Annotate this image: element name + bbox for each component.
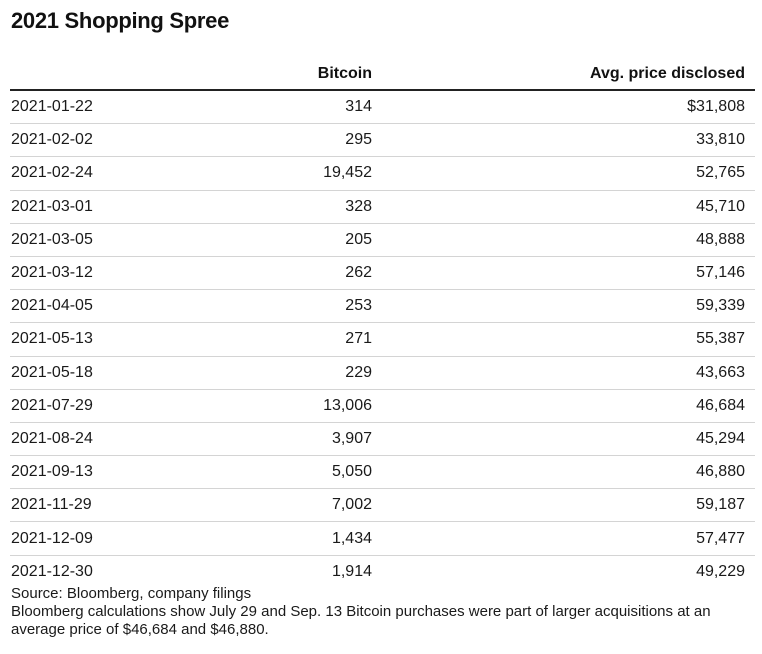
- table-row: 2021-03-12 262 57,146: [10, 256, 755, 291]
- table-row: 2021-12-30 1,914 49,229: [10, 555, 755, 588]
- date-cell: 2021-03-12: [10, 256, 171, 291]
- bitcoin-cell: 328: [171, 190, 372, 224]
- price-cell: 46,880: [372, 455, 755, 490]
- price-cell: 48,888: [372, 223, 755, 257]
- bitcoin-cell: 19,452: [171, 156, 372, 191]
- footer: Source: Bloomberg, company filings Bloom…: [11, 585, 751, 639]
- date-cell: 2021-02-24: [10, 156, 171, 191]
- price-cell: 43,663: [372, 356, 755, 390]
- table-row: 2021-12-09 1,434 57,477: [10, 521, 755, 556]
- table-row: 2021-05-18 229 43,663: [10, 356, 755, 390]
- table-row: 2021-02-02 295 33,810: [10, 123, 755, 158]
- date-cell: 2021-05-13: [10, 322, 171, 357]
- date-cell: 2021-12-30: [11, 562, 93, 580]
- purchases-table: Bitcoin Avg. price disclosed 2021-01-22 3…: [10, 59, 755, 588]
- table-row: 2021-05-13 271 55,387: [10, 322, 755, 357]
- calculation-note: Bloomberg calculations show July 29 and …: [11, 603, 711, 638]
- bitcoin-cell: 1,434: [171, 521, 372, 556]
- bitcoin-cell: 205: [171, 223, 372, 257]
- price-cell: 49,229: [696, 562, 745, 580]
- price-cell: 46,684: [372, 389, 755, 423]
- price-cell: $31,808: [372, 90, 755, 125]
- bitcoin-cell: 1,914: [331, 562, 372, 580]
- bitcoin-cell: 253: [171, 289, 372, 324]
- bitcoin-cell: 229: [171, 356, 372, 390]
- price-cell: 52,765: [372, 156, 755, 191]
- date-cell: 2021-11-29: [10, 488, 171, 523]
- table-row: 2021-08-24 3,907 45,294: [10, 422, 755, 457]
- date-cell: 2021-08-24: [10, 422, 171, 457]
- bitcoin-cell: 271: [171, 322, 372, 357]
- bitcoin-cell: 13,006: [171, 389, 372, 423]
- date-cell: 2021-12-09: [10, 521, 171, 556]
- table-row: 2021-01-22 314 $31,808: [10, 90, 755, 125]
- table-row: 2021-09-13 5,050 46,880: [10, 455, 755, 490]
- price-cell: 45,294: [372, 422, 755, 457]
- price-cell: 59,187: [372, 488, 755, 523]
- table-header-row: Bitcoin Avg. price disclosed: [10, 59, 755, 91]
- bitcoin-cell: 7,002: [171, 488, 372, 523]
- table-body: 2021-01-22 314 $31,808 2021-02-02 295 33,810 2…: [10, 90, 755, 588]
- source-note: Source: Bloomberg, company filings: [11, 585, 252, 602]
- price-cell: 57,146: [372, 256, 755, 291]
- price-column-header: Avg. price disclosed: [372, 59, 755, 91]
- chart-title: 2021 Shopping Spree: [11, 8, 230, 33]
- date-cell: 2021-07-29: [10, 389, 171, 423]
- bitcoin-cell: 262: [171, 256, 372, 291]
- price-cell: 57,477: [372, 521, 755, 556]
- bitcoin-cell: 5,050: [171, 455, 372, 490]
- bitcoin-cell: 314: [171, 90, 372, 125]
- bitcoin-cell: 3,907: [171, 422, 372, 457]
- date-column-header: [10, 59, 171, 91]
- date-cell: 2021-03-01: [10, 190, 171, 224]
- table-row: 2021-02-24 19,452 52,765: [10, 156, 755, 191]
- table-row: 2021-07-29 13,006 46,684: [10, 389, 755, 423]
- price-cell: 55,387: [372, 322, 755, 357]
- table-row: 2021-03-05 205 48,888: [10, 223, 755, 257]
- bitcoin-cell: 295: [171, 123, 372, 158]
- date-cell: 2021-04-05: [10, 289, 171, 324]
- date-cell: 2021-01-22: [10, 90, 171, 125]
- date-cell: 2021-02-02: [10, 123, 171, 158]
- table-row: 2021-04-05 253 59,339: [10, 289, 755, 324]
- table-row: 2021-03-01 328 45,710: [10, 190, 755, 224]
- price-cell: 33,810: [372, 123, 755, 158]
- table-row: 2021-11-29 7,002 59,187: [10, 488, 755, 523]
- date-cell: 2021-05-18: [10, 356, 171, 390]
- price-cell: 45,710: [372, 190, 755, 224]
- bitcoin-column-header: Bitcoin: [171, 59, 372, 91]
- date-cell: 2021-09-13: [10, 455, 171, 490]
- price-cell: 59,339: [372, 289, 755, 324]
- date-cell: 2021-03-05: [10, 223, 171, 257]
